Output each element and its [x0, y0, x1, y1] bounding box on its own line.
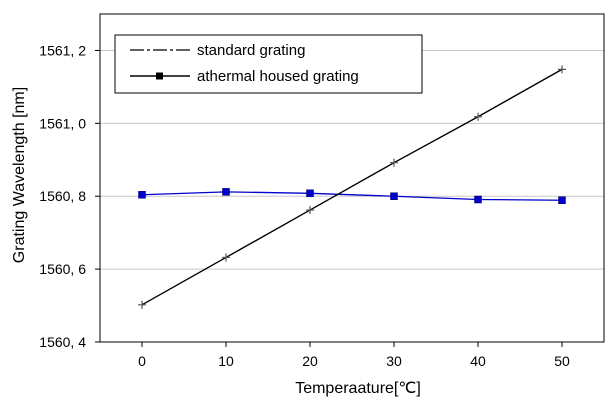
point-standard-5: [558, 65, 566, 74]
x-tick-label-3: 30: [386, 353, 402, 369]
y-axis-title: Grating Wavelength [nm]: [11, 87, 28, 263]
x-tick-label-5: 50: [554, 353, 570, 369]
point-athermal-5: [558, 196, 566, 204]
y-axis-ticks: 1560, 4 1560, 6 1560, 8 1561, 0 1561, 2: [39, 42, 100, 350]
y-tick-label-0: 1560, 4: [39, 334, 86, 350]
x-tick-label-0: 0: [138, 353, 146, 369]
y-tick-label-2: 1560, 8: [39, 188, 86, 204]
point-athermal-1: [222, 188, 230, 196]
y-tick-label-1: 1560, 6: [39, 261, 86, 277]
x-axis-ticks: 0 10 20 30 40 50: [138, 342, 570, 369]
series-athermal: [138, 188, 566, 204]
point-standard-1: [222, 253, 230, 262]
series-line-athermal: [141, 191, 563, 201]
point-athermal-3: [390, 192, 398, 200]
series-layer: [138, 65, 566, 309]
point-athermal-4: [474, 195, 482, 204]
legend-label-athermal: athermal housed grating: [197, 68, 359, 85]
point-standard-2: [306, 206, 314, 215]
legend-label-standard: standard grating: [197, 42, 305, 59]
point-standard-3: [390, 158, 398, 167]
point-standard-4: [474, 112, 482, 121]
x-tick-label-4: 40: [470, 353, 486, 369]
y-tick-label-4: 1561, 2: [39, 42, 86, 58]
series-standard: [138, 65, 566, 309]
legend: standard grating athermal housed grating: [114, 34, 423, 94]
point-athermal-2: [306, 189, 314, 198]
legend-marker-athermal: [156, 72, 163, 80]
x-tick-label-1: 10: [218, 353, 234, 369]
y-tick-label-3: 1561, 0: [39, 115, 86, 131]
point-standard-0: [138, 300, 146, 309]
series-line-standard: [141, 68, 563, 306]
plot-frame: [99, 13, 605, 343]
legend-box: [114, 34, 423, 94]
grid: [100, 49, 604, 343]
x-tick-label-2: 20: [302, 353, 318, 369]
point-athermal-0: [138, 191, 146, 199]
x-axis-title: Temperaature[℃]: [295, 380, 421, 397]
